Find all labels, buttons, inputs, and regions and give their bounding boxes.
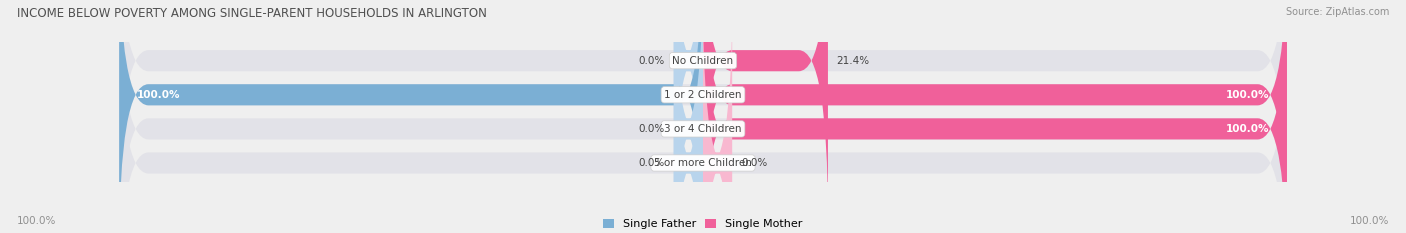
Text: 100.0%: 100.0% [17, 216, 56, 226]
FancyBboxPatch shape [673, 3, 703, 233]
Text: 0.0%: 0.0% [638, 158, 665, 168]
FancyBboxPatch shape [120, 0, 1286, 221]
Text: 3 or 4 Children: 3 or 4 Children [664, 124, 742, 134]
Legend: Single Father, Single Mother: Single Father, Single Mother [603, 219, 803, 229]
Text: 100.0%: 100.0% [1350, 216, 1389, 226]
FancyBboxPatch shape [120, 3, 1286, 233]
Text: INCOME BELOW POVERTY AMONG SINGLE-PARENT HOUSEHOLDS IN ARLINGTON: INCOME BELOW POVERTY AMONG SINGLE-PARENT… [17, 7, 486, 20]
FancyBboxPatch shape [703, 0, 1286, 233]
Text: 0.0%: 0.0% [638, 56, 665, 66]
Text: 100.0%: 100.0% [1226, 124, 1270, 134]
FancyBboxPatch shape [120, 0, 703, 233]
Text: 100.0%: 100.0% [136, 90, 180, 100]
FancyBboxPatch shape [703, 3, 733, 233]
FancyBboxPatch shape [703, 0, 828, 221]
FancyBboxPatch shape [703, 0, 1286, 233]
Text: Source: ZipAtlas.com: Source: ZipAtlas.com [1285, 7, 1389, 17]
Text: 0.0%: 0.0% [638, 124, 665, 134]
Text: 21.4%: 21.4% [837, 56, 870, 66]
Text: 1 or 2 Children: 1 or 2 Children [664, 90, 742, 100]
Text: No Children: No Children [672, 56, 734, 66]
FancyBboxPatch shape [673, 0, 703, 233]
FancyBboxPatch shape [120, 0, 1286, 233]
FancyBboxPatch shape [120, 0, 1286, 233]
Text: 100.0%: 100.0% [1226, 90, 1270, 100]
FancyBboxPatch shape [673, 0, 703, 221]
Text: 5 or more Children: 5 or more Children [654, 158, 752, 168]
Text: 0.0%: 0.0% [741, 158, 768, 168]
